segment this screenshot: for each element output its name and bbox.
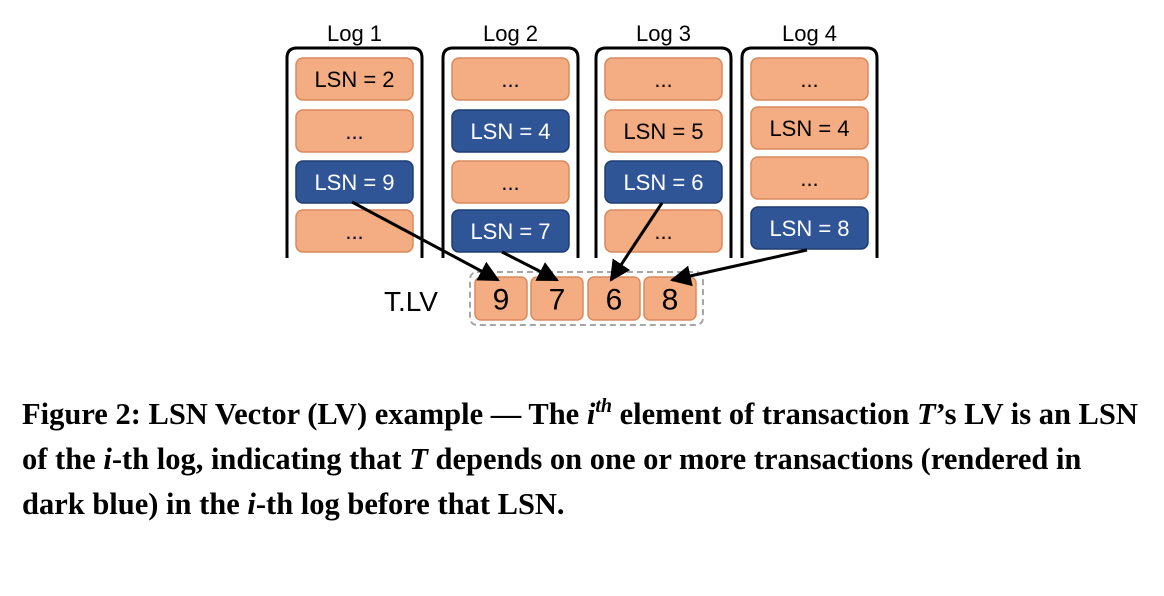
lv-cell-4: 8 <box>643 276 697 321</box>
log-entry-box <box>295 109 414 153</box>
log-column-4: Log 4... LSN = 4... LSN = 8 <box>740 21 879 258</box>
log-entry-box <box>750 57 869 101</box>
log-entry-box <box>750 106 869 150</box>
log-title: Log 4 <box>782 21 837 46</box>
log-entry: ... <box>295 209 414 253</box>
log-entry: LSN = 5 <box>604 109 723 153</box>
caption-math-t-2: T <box>409 442 428 476</box>
log-entry: LSN = 6 <box>604 160 723 204</box>
caption-part-5: -th log before that LSN. <box>255 487 565 521</box>
caption-math-i-2: i <box>103 442 112 476</box>
log-entry-box <box>604 209 723 253</box>
dependency-arrow-1 <box>351 200 500 282</box>
lv-cell-value: 6 <box>606 284 623 317</box>
caption-part-3: -th log, indicating that <box>111 442 410 476</box>
lv-cell-1: 9 <box>474 276 528 321</box>
log-container-bracket <box>441 46 580 258</box>
log-entry-label: ... <box>654 67 672 92</box>
log-entry-label: ... <box>800 67 818 92</box>
log-title: Log 3 <box>636 21 691 46</box>
log-entry-label: ... <box>800 166 818 191</box>
log-entry-label: LSN = 8 <box>769 216 849 241</box>
lsn-vector-group: T.LV 9 7 6 8 <box>384 271 704 326</box>
log-entry-label: ... <box>345 219 363 244</box>
caption-prefix: Figure 2: LSN Vector (LV) example — The <box>22 397 587 431</box>
log-entry: LSN = 7 <box>451 209 570 253</box>
log-entry-label: LSN = 4 <box>769 116 849 141</box>
log-entry-box <box>451 57 570 101</box>
log-entry-label: ... <box>654 219 672 244</box>
dependency-entry-box <box>451 209 570 253</box>
log-container-bracket <box>740 46 879 258</box>
log-entry-label: ... <box>501 67 519 92</box>
log-entry: LSN = 8 <box>750 206 869 250</box>
lv-label: T.LV <box>384 286 438 317</box>
log-entry-label: LSN = 2 <box>314 67 394 92</box>
figure-caption: Figure 2: LSN Vector (LV) example — The … <box>22 392 1147 527</box>
log-container-bracket <box>285 46 424 258</box>
log-entry-box <box>295 57 414 101</box>
lv-cell-value: 8 <box>662 284 679 317</box>
log-entry: LSN = 4 <box>750 106 869 150</box>
log-entry-label: LSN = 7 <box>470 219 550 244</box>
log-entry: LSN = 9 <box>295 160 414 204</box>
log-entry: ... <box>451 57 570 101</box>
log-title: Log 2 <box>483 21 538 46</box>
caption-part-4: depends on one or more transactions (ren… <box>22 442 1082 521</box>
log-entry-label: ... <box>501 170 519 195</box>
lv-cell-value: 7 <box>549 284 566 317</box>
log-entry: LSN = 2 <box>295 57 414 101</box>
log-entry-box <box>451 160 570 204</box>
log-title: Log 1 <box>327 21 382 46</box>
log-entry-label: LSN = 9 <box>314 170 394 195</box>
log-container-bracket <box>594 46 733 258</box>
caption-part-2: ’s LV is an LSN of the <box>22 397 1138 476</box>
log-entry-label: LSN = 6 <box>623 170 703 195</box>
log-entry-box <box>604 57 723 101</box>
lv-cell-2: 7 <box>530 276 584 321</box>
log-entry-box <box>604 109 723 153</box>
caption-math-t: T <box>916 397 936 431</box>
log-entry-label: LSN = 5 <box>623 119 703 144</box>
log-entry-box <box>750 156 869 200</box>
lv-cell-value: 9 <box>493 284 510 317</box>
lv-cell-box <box>474 276 528 321</box>
log-entry: ... <box>604 209 723 253</box>
dependency-arrow-3 <box>609 202 664 282</box>
caption-part-1: element of transaction <box>612 397 917 431</box>
caption-math-i-3: i <box>247 487 256 521</box>
dependency-entry-box <box>451 109 570 153</box>
dependency-arrow-2 <box>501 250 559 282</box>
log-entry: ... <box>750 156 869 200</box>
dependency-entry-box <box>750 206 869 250</box>
log-entry: ... <box>295 109 414 153</box>
logs-group: Log 1 LSN = 2... LSN = 9... Log 2... LSN = 4… <box>285 21 879 258</box>
lsn-vector-diagram: Log 1 LSN = 2... LSN = 9... Log 2... LSN = 4… <box>285 21 879 326</box>
log-entry: ... <box>451 160 570 204</box>
log-entry: LSN = 4 <box>451 109 570 153</box>
dependency-entry-box <box>604 160 723 204</box>
caption-math-i: i <box>586 397 596 431</box>
log-entry: ... <box>604 57 723 101</box>
log-column-2: Log 2... LSN = 4... LSN = 7 <box>441 21 580 258</box>
log-entry: ... <box>750 57 869 101</box>
log-entry-label: ... <box>345 119 363 144</box>
log-column-3: Log 3... LSN = 5 LSN = 6... <box>594 21 733 258</box>
caption-superscript-th: th <box>595 395 612 417</box>
log-entry-label: LSN = 4 <box>470 119 550 144</box>
dependency-arrow-4 <box>669 248 808 287</box>
log-column-1: Log 1 LSN = 2... LSN = 9... <box>285 21 424 258</box>
lv-cell-3: 6 <box>587 276 641 321</box>
dependency-arrows <box>351 200 808 287</box>
